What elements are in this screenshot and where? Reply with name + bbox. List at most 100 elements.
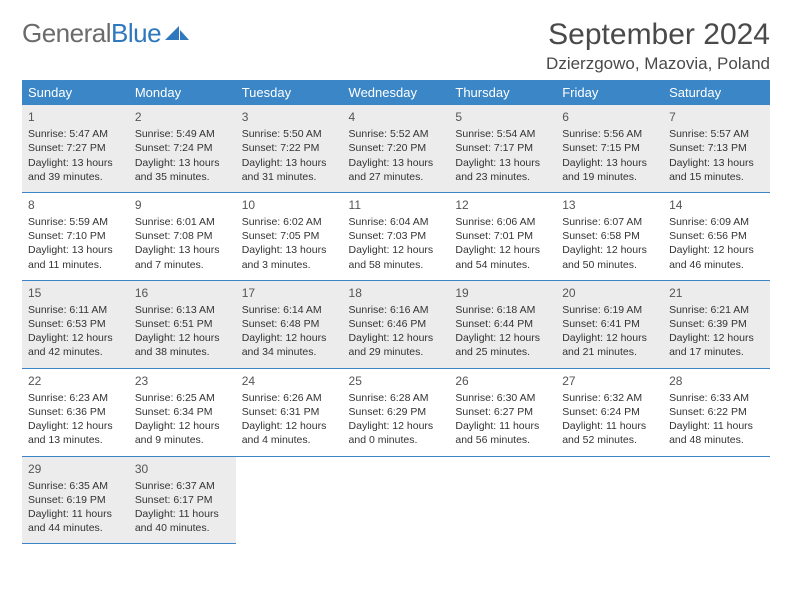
sunrise-text: Sunrise: 6:37 AM [135,479,230,493]
sunset-text: Sunset: 6:24 PM [562,405,657,419]
day-cell: 3Sunrise: 5:50 AMSunset: 7:22 PMDaylight… [236,105,343,192]
day-number: 6 [562,109,657,125]
day-text: Daylight: 13 hours and 31 minutes. [242,156,337,184]
day-text: Daylight: 13 hours and 35 minutes. [135,156,230,184]
sunset-text: Sunset: 7:03 PM [349,229,444,243]
sunrise-text: Sunrise: 6:01 AM [135,215,230,229]
week-row: 22Sunrise: 6:23 AMSunset: 6:36 PMDayligh… [22,368,770,456]
day-number: 12 [455,197,550,213]
day-text: Daylight: 11 hours and 48 minutes. [669,419,764,447]
day-number: 13 [562,197,657,213]
sunset-text: Sunset: 7:10 PM [28,229,123,243]
day-number: 15 [28,285,123,301]
day-text: Daylight: 12 hours and 29 minutes. [349,331,444,359]
day-cell: 2Sunrise: 5:49 AMSunset: 7:24 PMDaylight… [129,105,236,192]
sunrise-text: Sunrise: 6:26 AM [242,391,337,405]
sunset-text: Sunset: 6:22 PM [669,405,764,419]
sunrise-text: Sunrise: 5:50 AM [242,127,337,141]
week-row: 8Sunrise: 5:59 AMSunset: 7:10 PMDaylight… [22,192,770,280]
sunset-text: Sunset: 6:48 PM [242,317,337,331]
day-number: 27 [562,373,657,389]
day-cell [449,456,556,544]
day-cell: 18Sunrise: 6:16 AMSunset: 6:46 PMDayligh… [343,280,450,368]
day-number: 23 [135,373,230,389]
day-cell: 20Sunrise: 6:19 AMSunset: 6:41 PMDayligh… [556,280,663,368]
day-number: 29 [28,461,123,477]
sunset-text: Sunset: 7:01 PM [455,229,550,243]
sunset-text: Sunset: 6:29 PM [349,405,444,419]
day-cell: 22Sunrise: 6:23 AMSunset: 6:36 PMDayligh… [22,368,129,456]
day-text: Daylight: 12 hours and 38 minutes. [135,331,230,359]
calendar-table: Sunday Monday Tuesday Wednesday Thursday… [22,80,770,544]
day-text: Daylight: 11 hours and 44 minutes. [28,507,123,535]
day-text: Daylight: 13 hours and 27 minutes. [349,156,444,184]
sunrise-text: Sunrise: 6:18 AM [455,303,550,317]
sunrise-text: Sunrise: 6:11 AM [28,303,123,317]
day-number: 3 [242,109,337,125]
day-text: Daylight: 12 hours and 4 minutes. [242,419,337,447]
day-number: 19 [455,285,550,301]
day-number: 16 [135,285,230,301]
day-number: 26 [455,373,550,389]
sunrise-text: Sunrise: 6:14 AM [242,303,337,317]
logo: GeneralBlue [22,18,191,49]
sunset-text: Sunset: 6:31 PM [242,405,337,419]
sunrise-text: Sunrise: 6:19 AM [562,303,657,317]
day-cell: 29Sunrise: 6:35 AMSunset: 6:19 PMDayligh… [22,456,129,544]
day-cell: 28 Sunrise: 6:33 AMSunset: 6:22 PMDayligh… [663,368,770,456]
sunrise-text: Sunrise: 6:28 AM [349,391,444,405]
day-number: 1 [28,109,123,125]
day-cell [663,456,770,544]
sunrise-text: Sunrise: 5:52 AM [349,127,444,141]
day-number: 28 [669,373,764,389]
sunrise-text: Sunrise: 6:07 AM [562,215,657,229]
day-cell: 9Sunrise: 6:01 AMSunset: 7:08 PMDaylight… [129,192,236,280]
day-number: 17 [242,285,337,301]
day-number: 24 [242,373,337,389]
day-cell: 21Sunrise: 6:21 AMSunset: 6:39 PMDayligh… [663,280,770,368]
sunset-text: Sunset: 6:41 PM [562,317,657,331]
day-number: 8 [28,197,123,213]
day-cell: 25Sunrise: 6:28 AMSunset: 6:29 PMDayligh… [343,368,450,456]
day-text: Daylight: 12 hours and 9 minutes. [135,419,230,447]
month-title: September 2024 [546,18,770,52]
day-number: 5 [455,109,550,125]
col-sun: Sunday [22,80,129,105]
day-text: Daylight: 11 hours and 56 minutes. [455,419,550,447]
sunrise-text: Sunrise: 6:09 AM [669,215,764,229]
day-cell: 30Sunrise: 6:37 AMSunset: 6:17 PMDayligh… [129,456,236,544]
day-cell: 24 Sunrise: 6:26 AMSunset: 6:31 PMDayligh… [236,368,343,456]
sunrise-text: Sunrise: 6:16 AM [349,303,444,317]
logo-text-1: General [22,18,111,49]
sunrise-text: Sunrise: 6:06 AM [455,215,550,229]
sunset-text: Sunset: 7:13 PM [669,141,764,155]
week-row: 15Sunrise: 6:11 AMSunset: 6:53 PMDayligh… [22,280,770,368]
sunset-text: Sunset: 6:19 PM [28,493,123,507]
day-cell: 13Sunrise: 6:07 AMSunset: 6:58 PMDayligh… [556,192,663,280]
sunrise-text: Sunrise: 6:13 AM [135,303,230,317]
day-cell: 14Sunrise: 6:09 AMSunset: 6:56 PMDayligh… [663,192,770,280]
header: GeneralBlue September 2024 Dzierzgowo, M… [22,18,770,74]
sunrise-text: Sunrise: 5:56 AM [562,127,657,141]
day-cell: 7Sunrise: 5:57 AMSunset: 7:13 PMDaylight… [663,105,770,192]
sunrise-text: Sunrise: 6:21 AM [669,303,764,317]
day-cell: 12Sunrise: 6:06 AMSunset: 7:01 PMDayligh… [449,192,556,280]
sunset-text: Sunset: 7:17 PM [455,141,550,155]
day-text: Daylight: 11 hours and 40 minutes. [135,507,230,535]
sunset-text: Sunset: 6:56 PM [669,229,764,243]
day-cell: 11Sunrise: 6:04 AMSunset: 7:03 PMDayligh… [343,192,450,280]
day-text: Daylight: 12 hours and 25 minutes. [455,331,550,359]
header-row: Sunday Monday Tuesday Wednesday Thursday… [22,80,770,105]
col-wed: Wednesday [343,80,450,105]
sunset-text: Sunset: 6:36 PM [28,405,123,419]
col-thu: Thursday [449,80,556,105]
logo-icon [165,18,191,49]
day-number: 14 [669,197,764,213]
sunrise-text: Sunrise: 6:33 AM [669,391,764,405]
day-number: 18 [349,285,444,301]
col-mon: Monday [129,80,236,105]
sunset-text: Sunset: 6:58 PM [562,229,657,243]
day-cell: 16Sunrise: 6:13 AMSunset: 6:51 PMDayligh… [129,280,236,368]
sunrise-text: Sunrise: 6:02 AM [242,215,337,229]
day-text: Daylight: 13 hours and 7 minutes. [135,243,230,271]
